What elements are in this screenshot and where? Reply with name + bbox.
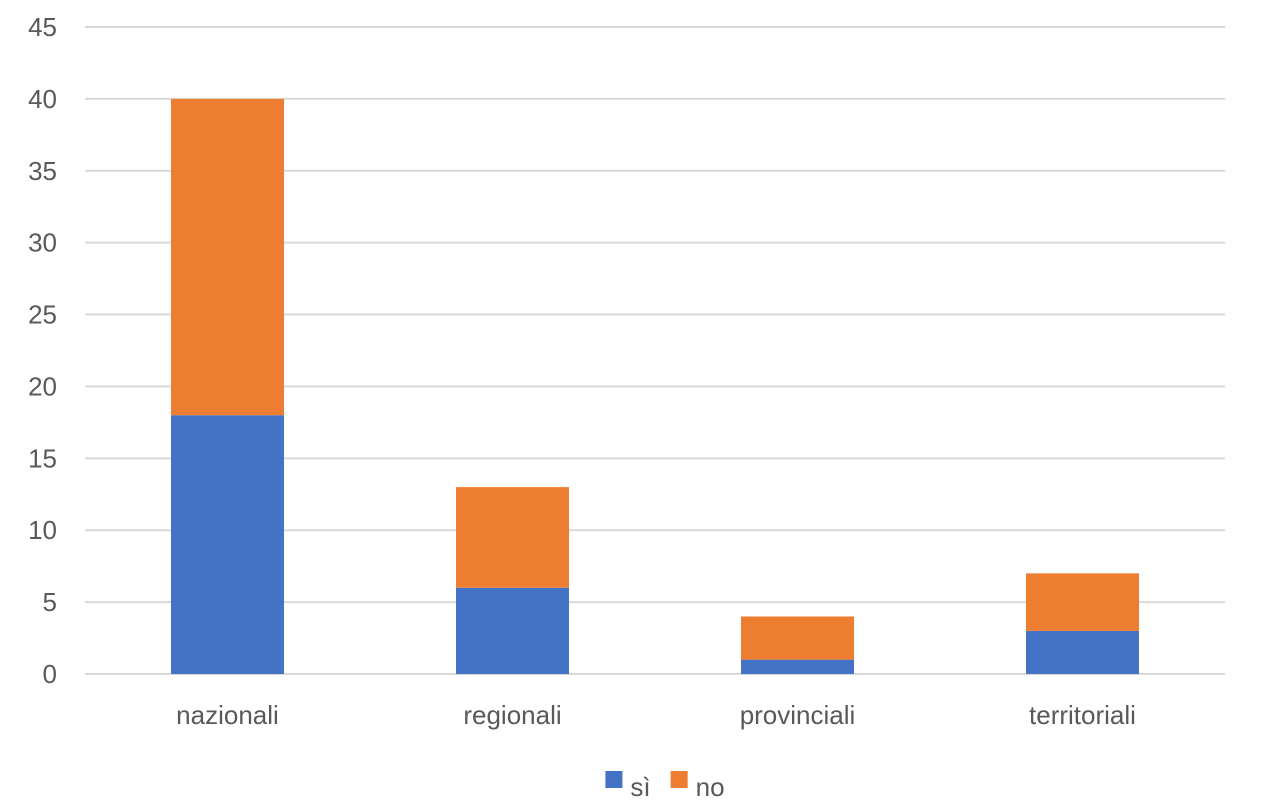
legend: sì no: [605, 771, 725, 802]
x-tick-label: territoriali: [1029, 700, 1136, 730]
legend-swatch-1: [670, 771, 688, 788]
bars: [171, 98, 1139, 674]
bar-regionali-series-1: [456, 487, 569, 588]
y-axis-ticks: 0 5 10 15 20 25 30 35 40 45: [28, 12, 57, 689]
y-tick-label: 15: [28, 443, 57, 473]
bar-nazionali-series-1: [171, 98, 284, 416]
y-tick-label: 30: [28, 228, 57, 258]
y-tick-label: 0: [43, 659, 57, 689]
y-tick-label: 20: [28, 371, 57, 401]
x-tick-label: nazionali: [176, 700, 279, 730]
y-tick-label: 45: [28, 12, 57, 42]
y-tick-label: 35: [28, 156, 57, 186]
legend-swatch-0: [605, 771, 623, 788]
y-tick-label: 25: [28, 300, 57, 330]
bar-provinciali-series-1: [741, 616, 854, 660]
y-tick-label: 10: [28, 515, 57, 545]
legend-label: no: [696, 772, 725, 802]
bar-territoriali-series-0: [1026, 630, 1139, 674]
x-axis-ticks: nazionali regionali provinciali territorial…: [176, 700, 1136, 730]
x-tick-label: provinciali: [740, 700, 856, 730]
x-tick-label: regionali: [463, 700, 561, 730]
y-tick-label: 40: [28, 84, 57, 114]
bar-provinciali-series-0: [741, 659, 854, 674]
bar-nazionali-series-0: [171, 415, 284, 674]
bar-territoriali-series-1: [1026, 573, 1139, 631]
bar-regionali-series-0: [456, 587, 569, 674]
y-tick-label: 5: [43, 587, 57, 617]
legend-label: sì: [630, 772, 650, 802]
